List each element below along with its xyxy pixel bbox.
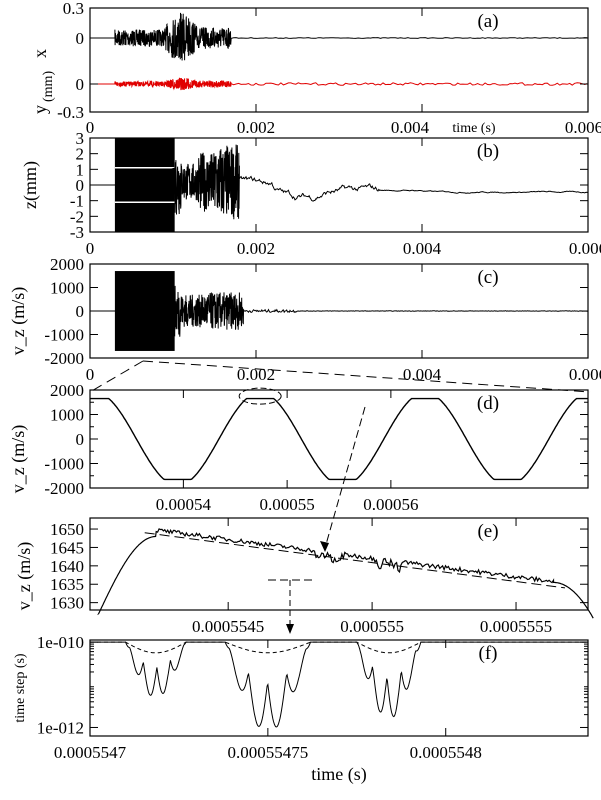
panel-frame-a bbox=[89, 7, 589, 113]
ylabel-b: z(mm) bbox=[20, 161, 41, 209]
xtick-label-b: 0 bbox=[86, 239, 95, 258]
data-traces bbox=[89, 12, 594, 728]
ytick-label-c: 2000 bbox=[50, 255, 84, 274]
ytick-label-a: 0.3 bbox=[63, 0, 84, 18]
timestep-ref-trace bbox=[89, 641, 588, 654]
ylabel-f-text: time step (s) bbox=[13, 653, 28, 723]
xlabel-f: time (s) bbox=[311, 764, 367, 785]
ylabel-e: v_z (m/s) bbox=[14, 542, 35, 610]
z-saturated-block bbox=[114, 138, 175, 232]
ylabel-d: v_z (m/s) bbox=[8, 425, 29, 493]
panel-label-b: (b) bbox=[477, 141, 499, 162]
xtick-label-c: 0 bbox=[86, 365, 95, 384]
xtick-label-f: 0.00055475 bbox=[227, 743, 308, 762]
zoom-connector-left bbox=[89, 360, 144, 393]
xtick-label-d: 0.00055 bbox=[260, 495, 315, 514]
arrowhead-d-to-e bbox=[320, 541, 329, 552]
xtick-label-e: 0.0005545 bbox=[192, 617, 264, 636]
ytick-label-e: 1635 bbox=[50, 575, 84, 594]
xtick-label-e: 0.000555 bbox=[340, 617, 404, 636]
zoom-connector-right bbox=[142, 360, 591, 393]
xtick-label-e: 0.0005555 bbox=[480, 617, 552, 636]
ylabel-unit: (mm) bbox=[41, 71, 56, 102]
xtick-label-a: 0.002 bbox=[237, 118, 275, 137]
ylabel-a: y (mm) x bbox=[30, 49, 56, 114]
ytick-label-c: 0 bbox=[76, 302, 85, 321]
xlabel-a: time (s) bbox=[452, 121, 495, 136]
xtick-label-d: 0.00056 bbox=[363, 495, 418, 514]
ylabel-c: v_z (m/s) bbox=[8, 287, 29, 355]
ytick-label-a: -0.3 bbox=[57, 103, 84, 122]
trend-line bbox=[144, 532, 566, 589]
ytick-label-e: 1650 bbox=[50, 520, 84, 539]
ylabel-y: y bbox=[30, 105, 50, 114]
ytick-label-b: 1 bbox=[76, 160, 85, 179]
ylabel-c-text: v_z (m/s) bbox=[8, 287, 29, 355]
ytick-label-f: 1e-012 bbox=[37, 718, 84, 737]
xtick-label-c: 0.006 bbox=[569, 365, 601, 384]
ytick-label-d: -2000 bbox=[44, 479, 84, 498]
series-y-trace bbox=[90, 77, 588, 91]
ylabel-b-text: z(mm) bbox=[20, 161, 41, 209]
ylabel-f: time step (s) bbox=[13, 653, 28, 723]
ytick-label-d: 0 bbox=[76, 430, 85, 449]
arrowhead-e-to-f bbox=[286, 624, 294, 634]
ylabel-d-text: v_z (m/s) bbox=[8, 425, 29, 493]
ytick-label-e: 1630 bbox=[50, 594, 84, 613]
ytick-label-d: 2000 bbox=[50, 381, 84, 400]
ytick-label-f: 1e-010 bbox=[37, 633, 84, 652]
xtick-label-a: 0 bbox=[86, 118, 95, 137]
vz-trace bbox=[90, 285, 589, 337]
xtick-label-f: 0.0005547 bbox=[54, 743, 127, 762]
ylabel-x: x bbox=[30, 49, 50, 58]
panel-label-a: (a) bbox=[477, 11, 498, 32]
arrow-d-to-e bbox=[324, 406, 366, 549]
vz-zoom-trace bbox=[90, 397, 588, 481]
ytick-label-b: -3 bbox=[70, 223, 84, 242]
tick-marks bbox=[89, 7, 589, 736]
xtick-label-a: 0.006 bbox=[565, 118, 601, 137]
vz-saturated-block bbox=[114, 271, 175, 351]
panel-label-d: (d) bbox=[477, 393, 499, 414]
xtick-label-a: 0.004 bbox=[391, 118, 430, 137]
panel-label-f: (f) bbox=[479, 643, 498, 664]
ylabel-e-text: v_z (m/s) bbox=[14, 542, 35, 610]
ytick-label-d: 1000 bbox=[50, 406, 84, 425]
ytick-label-c: 1000 bbox=[50, 279, 84, 298]
xtick-label-d: 0.00054 bbox=[156, 495, 212, 514]
panel-frame-e bbox=[89, 517, 589, 611]
vz-detail-trace bbox=[97, 528, 594, 619]
ytick-label-a: 0 bbox=[76, 75, 85, 94]
panel-frame-f bbox=[89, 639, 589, 737]
xtick-label-f: 0.0005548 bbox=[410, 743, 482, 762]
panel-label-c: (c) bbox=[477, 267, 498, 288]
ytick-label-b: 2 bbox=[76, 145, 85, 164]
xtick-label-c: 0.004 bbox=[403, 365, 442, 384]
xtick-label-b: 0.004 bbox=[403, 239, 442, 258]
panel-frame-d bbox=[89, 389, 589, 489]
z-trace bbox=[90, 144, 589, 220]
text-labels: (a)(b)(c)(d)(e)(f)0.300-0.30 0.002 0.004 0.… bbox=[8, 0, 601, 785]
ytick-label-b: 3 bbox=[76, 129, 85, 148]
ytick-label-b: 0 bbox=[76, 176, 85, 195]
timestep-trace bbox=[89, 641, 588, 728]
zoom-annotations bbox=[89, 360, 591, 634]
ytick-label-d: -1000 bbox=[44, 455, 84, 474]
ytick-label-c: -2000 bbox=[44, 349, 84, 368]
ytick-label-b: -1 bbox=[70, 192, 84, 211]
panel-label-e: (e) bbox=[477, 521, 498, 542]
ytick-label-e: 1640 bbox=[50, 557, 84, 576]
zoom-ellipse bbox=[238, 387, 282, 405]
series-x-trace bbox=[90, 12, 588, 61]
ytick-label-a: 0 bbox=[76, 29, 85, 48]
xtick-label-b: 0.006 bbox=[569, 239, 601, 258]
xtick-label-b: 0.002 bbox=[237, 239, 275, 258]
ytick-label-b: -2 bbox=[70, 207, 84, 226]
ytick-label-c: -1000 bbox=[44, 326, 84, 345]
ytick-label-e: 1645 bbox=[50, 538, 84, 557]
xtick-label-c: 0.002 bbox=[237, 365, 275, 384]
